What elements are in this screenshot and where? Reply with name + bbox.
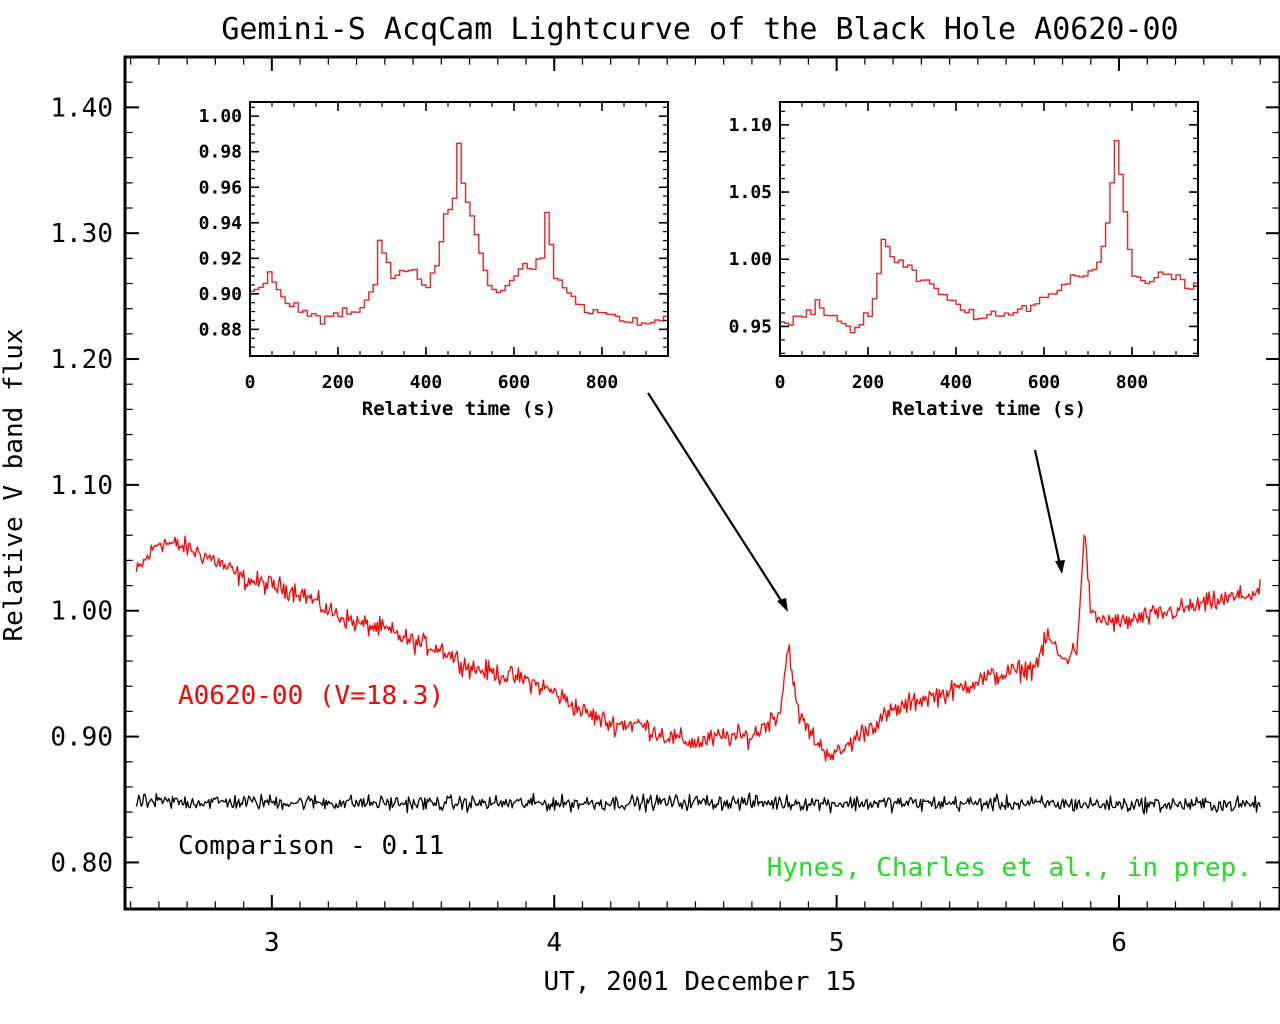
- main-plot-panel: 0.80 0.90 1.00 1.10 1.20 1.30 1.40 3 4 5 6 UT, 20…: [0, 55, 1280, 997]
- main-tick-marks: [125, 57, 1280, 909]
- inset-left-frame: [249, 101, 669, 357]
- x-tick-label: 800: [1116, 372, 1149, 393]
- y-tick-label: 1.05: [729, 182, 772, 203]
- y-tick-label: 0.96: [199, 177, 242, 198]
- x-tick-label: 400: [940, 372, 973, 393]
- main-x-tick-labels: 3 4 5 6: [264, 928, 1127, 958]
- y-tick-label: 0.80: [50, 848, 113, 878]
- y-tick-label: 0.94: [199, 213, 243, 234]
- citation-note: Hynes, Charles et al., in prep.: [767, 853, 1252, 883]
- inset-left-panel: 0.88 0.90 0.92 0.94 0.96 0.98 1.00 0 200 400 600 8…: [199, 101, 669, 420]
- inset-right-background: [780, 102, 1198, 356]
- x-tick-label: 0: [775, 372, 786, 393]
- inset-right-y-tick-labels: 0.95 1.00 1.05 1.10: [729, 115, 772, 338]
- comparison-series-label: Comparison - 0.11: [178, 831, 444, 861]
- inset-right-x-axis-label: Relative time (s): [892, 398, 1086, 420]
- inset-left-background: [250, 102, 668, 356]
- x-tick-label: 4: [546, 928, 562, 958]
- main-plot-frame: [123, 55, 1280, 911]
- y-tick-label: 1.00: [199, 106, 242, 127]
- inset-right-frame: [779, 101, 1199, 357]
- x-tick-label: 3: [264, 928, 280, 958]
- y-tick-label: 0.90: [199, 284, 242, 305]
- series-line-0: [250, 142, 669, 326]
- arrow-to-second-flare: [1033, 449, 1062, 566]
- inset-right-x-tick-labels: 0 200 400 600 800: [775, 372, 1149, 393]
- main-x-axis-label: UT, 2001 December 15: [543, 967, 856, 997]
- y-tick-label: 0.88: [199, 319, 242, 340]
- y-tick-label: 1.20: [50, 345, 113, 375]
- inset-left-y-tick-labels: 0.88 0.90 0.92 0.94 0.96 0.98 1.00: [199, 106, 243, 340]
- y-tick-label: 0.92: [199, 248, 242, 269]
- y-tick-label: 1.40: [50, 93, 113, 123]
- y-tick-label: 1.00: [729, 249, 772, 270]
- x-tick-label: 600: [1028, 372, 1061, 393]
- chart-title: Gemini-S AcqCam Lightcurve of the Black …: [221, 12, 1178, 47]
- y-tick-label: 1.30: [50, 219, 113, 249]
- x-tick-label: 200: [852, 372, 885, 393]
- series-line-0: [135, 534, 1261, 762]
- target-series-label: A0620-00 (V=18.3): [178, 681, 444, 711]
- y-tick-label: 0.90: [50, 723, 113, 753]
- x-tick-label: 800: [586, 372, 619, 393]
- inset-right-tick-marks: [779, 102, 1199, 356]
- inset-right-series-layer: [780, 139, 1199, 334]
- y-tick-label: 1.10: [50, 471, 113, 501]
- y-tick-label: 1.10: [729, 115, 772, 136]
- series-line-1: [135, 792, 1261, 815]
- x-tick-label: 6: [1111, 928, 1127, 958]
- y-tick-label: 0.98: [199, 142, 242, 163]
- inset-left-x-tick-labels: 0 200 400 600 800: [245, 372, 619, 393]
- inset-left-x-axis-label: Relative time (s): [362, 398, 556, 420]
- main-series-layer: [135, 534, 1261, 815]
- y-tick-label: 1.00: [50, 597, 113, 627]
- x-tick-label: 5: [829, 928, 845, 958]
- x-tick-label: 400: [410, 372, 443, 393]
- series-line-0: [780, 139, 1199, 334]
- arrow-to-first-flare: [647, 392, 785, 606]
- inset-right-panel: 0.95 1.00 1.05 1.10 0 200 400 600 800 Relative …: [729, 101, 1199, 420]
- main-y-tick-labels: 0.80 0.90 1.00 1.10 1.20 1.30 1.40: [50, 93, 113, 878]
- x-tick-label: 0: [245, 372, 256, 393]
- inset-left-series-layer: [250, 142, 669, 326]
- x-tick-label: 200: [322, 372, 355, 393]
- arrow-head-first-flare: [777, 598, 788, 612]
- main-y-axis-label: Relative V band flux: [0, 328, 29, 641]
- inset-left-tick-marks: [249, 102, 669, 357]
- y-tick-label: 0.95: [729, 316, 772, 337]
- x-tick-label: 600: [498, 372, 531, 393]
- arrow-head-second-flare: [1055, 560, 1065, 574]
